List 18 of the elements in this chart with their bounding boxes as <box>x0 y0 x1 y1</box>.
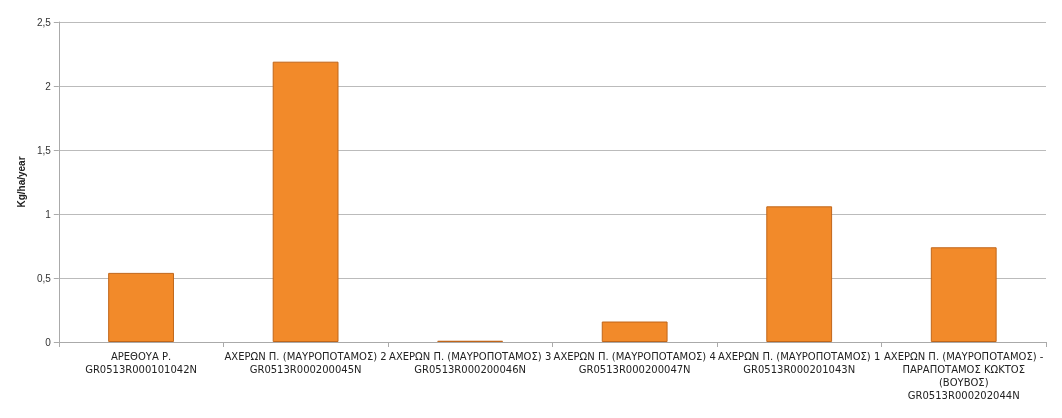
x-tick-label: ΑΧΕΡΩΝ Π. (ΜΑΥΡΟΠΟΤΑΜΟΣ) 2 GR0513R000200045N <box>224 351 387 375</box>
x-tick-label: ΑΧΕΡΩΝ Π. (ΜΑΥΡΟΠΟΤΑΜΟΣ) 1 GR0513R000201043N <box>718 351 881 375</box>
x-tick-label: ΑΧΕΡΩΝ Π. (ΜΑΥΡΟΠΟΤΑΜΟΣ) 3 GR0513R000200046N <box>389 351 552 375</box>
y-tick-label: 0 <box>45 336 52 348</box>
x-tick-label: ΑΡΕΘΟΥΑ Ρ. GR0513R000101042N <box>85 351 197 375</box>
bar <box>930 247 997 342</box>
y-tick-label: 0,5 <box>36 272 52 284</box>
bar <box>766 206 833 342</box>
x-tick-label: ΑΧΕΡΩΝ Π. (ΜΑΥΡΟΠΟΤΑΜΟΣ) - ΠΑΡΑΠΟΤΑΜΟΣ ΚΩΚΤΟΣ (ΒΟΥΒΟΣ) GR0513R000202044N <box>884 351 1044 401</box>
bar <box>108 272 174 342</box>
y-tick-label: 2 <box>45 80 52 92</box>
y-tick-label: 2,5 <box>36 16 52 28</box>
bar <box>601 321 668 342</box>
y-tick-label: 1,5 <box>36 144 52 156</box>
y-tick-label: 1 <box>45 208 52 220</box>
y-axis-title: Kg/ha/year <box>15 156 27 208</box>
x-tick-label: ΑΧΕΡΩΝ Π. (ΜΑΥΡΟΠΟΤΑΜΟΣ) 4 GR0513R000200047N <box>553 351 716 375</box>
bar <box>272 61 339 342</box>
